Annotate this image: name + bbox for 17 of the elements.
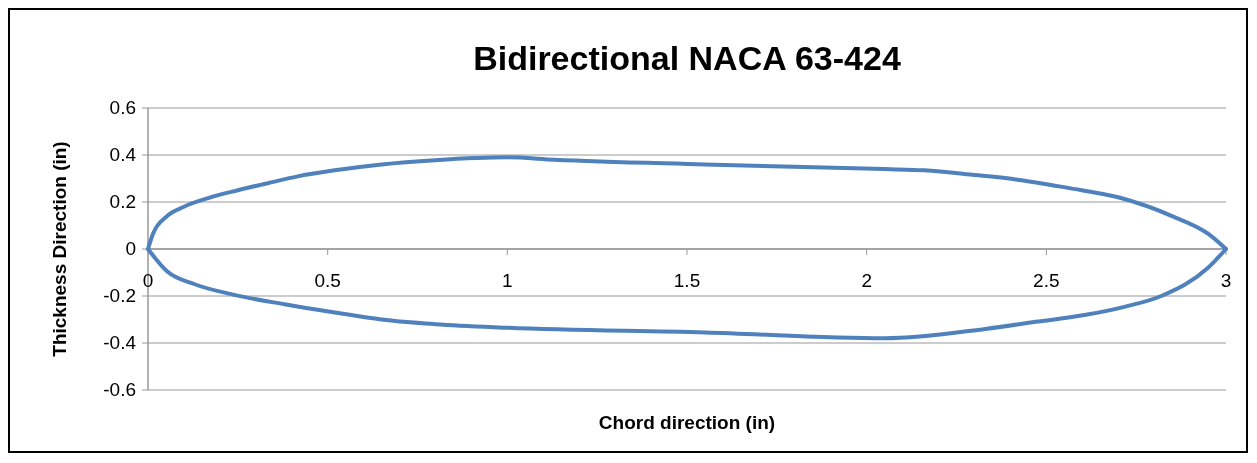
x-axis-title: Chord direction (in) xyxy=(598,412,776,433)
y-tick-label: 0.6 xyxy=(109,97,136,118)
y-tick-label: 0 xyxy=(125,238,136,259)
x-tick-label: 0 xyxy=(142,270,154,291)
x-tick-label: 3 xyxy=(1220,270,1232,291)
x-tick-label: 0.5 xyxy=(314,270,341,291)
y-tick-label: -0.4 xyxy=(103,332,137,353)
y-tick-label: 0.2 xyxy=(109,191,136,212)
x-tick-label: 1.5 xyxy=(673,270,701,291)
x-tick-label: 1 xyxy=(502,270,513,291)
chart-title: Bidirectional NACA 63-424 xyxy=(473,39,901,77)
x-tick-label: 2.5 xyxy=(1033,270,1060,291)
y-tick-label: -0.2 xyxy=(103,285,136,306)
y-axis-title: Thickness Direction (in) xyxy=(49,141,70,357)
y-tick-label: 0.4 xyxy=(109,144,137,165)
y-tick-label: -0.6 xyxy=(103,379,136,400)
x-tick-label: 2 xyxy=(861,270,872,291)
